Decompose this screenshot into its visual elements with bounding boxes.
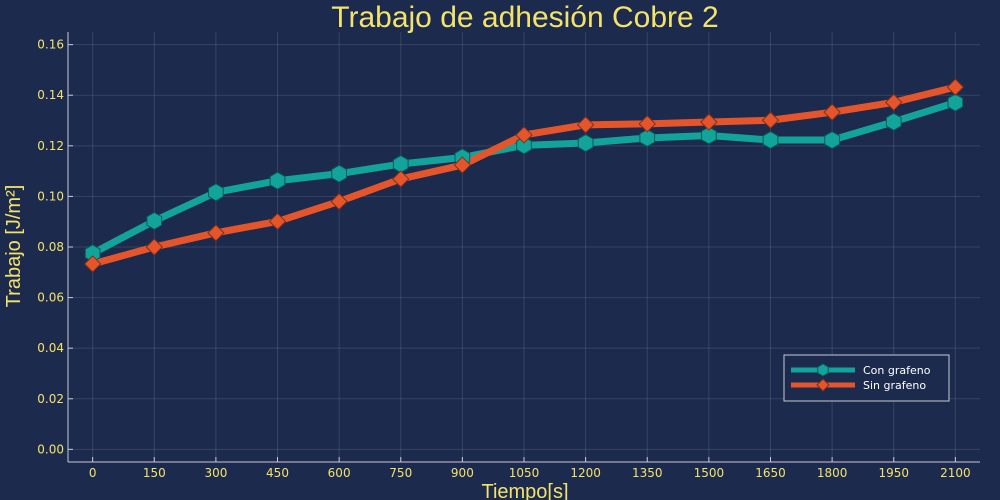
y-axis-ticks: 0.00 0.02 0.04 0.06 0.08 0.10 0.12 0.14 0.16 bbox=[37, 38, 73, 456]
data-point-con-grafeno bbox=[146, 211, 163, 231]
data-point-sin-grafeno bbox=[823, 103, 841, 121]
data-point-sin-grafeno bbox=[761, 111, 780, 129]
y-tick-label: 0.12 bbox=[37, 139, 64, 153]
data-point-con-grafeno bbox=[392, 154, 409, 174]
y-tick-label: 0.10 bbox=[37, 189, 64, 203]
legend: Con grafeno Sin grafeno bbox=[783, 354, 950, 402]
data-point-sin-grafeno bbox=[392, 170, 410, 188]
x-tick-label: 1200 bbox=[570, 466, 601, 480]
data-point-con-grafeno bbox=[577, 133, 594, 153]
data-point-sin-grafeno bbox=[207, 224, 225, 242]
data-point-con-grafeno bbox=[516, 136, 532, 155]
legend-marker-sin-grafeno bbox=[816, 378, 830, 392]
y-tick-label: 0.00 bbox=[37, 442, 64, 456]
data-point-con-grafeno bbox=[639, 128, 656, 148]
y-tick-label: 0.04 bbox=[37, 341, 64, 355]
data-point-sin-grafeno bbox=[83, 255, 102, 273]
legend-box bbox=[783, 354, 950, 402]
y-tick-label: 0.14 bbox=[37, 88, 64, 102]
x-tick-label: 0 bbox=[89, 466, 97, 480]
data-point-con-grafeno bbox=[269, 171, 286, 190]
data-point-sin-grafeno bbox=[268, 212, 287, 231]
data-point-con-grafeno bbox=[885, 112, 902, 131]
y-tick-label: 0.06 bbox=[37, 291, 64, 305]
chart-title: Trabajo de adhesión Cobre 2 bbox=[331, 1, 718, 34]
x-tick-label: 450 bbox=[266, 466, 289, 480]
x-axis-ticks: 0 150 300 450 600 750 900 1050 1200 1350 1500 1650 1… bbox=[89, 457, 971, 480]
x-tick-label: 150 bbox=[143, 466, 166, 480]
x-tick-label: 600 bbox=[328, 466, 351, 480]
data-point-con-grafeno bbox=[331, 164, 347, 183]
y-axis-label: Trabajo [J/m²] bbox=[3, 185, 25, 308]
x-tick-label: 300 bbox=[204, 466, 227, 480]
y-tick-label: 0.08 bbox=[37, 240, 64, 254]
data-point-sin-grafeno bbox=[946, 78, 965, 96]
data-point-con-grafeno bbox=[947, 93, 964, 112]
data-point-con-grafeno bbox=[824, 130, 840, 150]
data-point-con-grafeno bbox=[762, 130, 779, 150]
data-point-sin-grafeno bbox=[638, 115, 656, 133]
y-tick-label: 0.16 bbox=[37, 38, 64, 52]
legend-label-con-grafeno: Con grafeno bbox=[863, 364, 931, 377]
y-tick-label: 0.02 bbox=[37, 392, 64, 406]
x-tick-label: 1650 bbox=[755, 466, 786, 480]
data-point-sin-grafeno bbox=[700, 113, 718, 131]
data-point-sin-grafeno bbox=[515, 126, 533, 144]
legend-label-sin-grafeno: Sin grafeno bbox=[863, 379, 926, 392]
data-point-sin-grafeno bbox=[330, 192, 348, 211]
data-point-sin-grafeno bbox=[576, 116, 595, 134]
legend-marker-con-grafeno bbox=[817, 363, 829, 377]
data-point-sin-grafeno bbox=[145, 238, 163, 256]
data-point-con-grafeno bbox=[208, 183, 224, 202]
x-tick-label: 900 bbox=[451, 466, 474, 480]
x-tick-label: 1050 bbox=[509, 466, 540, 480]
series-group bbox=[83, 78, 965, 273]
x-tick-label: 1950 bbox=[878, 466, 909, 480]
x-tick-label: 1800 bbox=[817, 466, 848, 480]
x-tick-label: 1500 bbox=[694, 466, 725, 480]
x-tick-label: 2100 bbox=[940, 466, 971, 480]
data-point-con-grafeno bbox=[701, 126, 717, 145]
x-tick-label: 750 bbox=[389, 466, 412, 480]
data-point-sin-grafeno bbox=[885, 93, 903, 112]
x-axis-label: Tiempo[s] bbox=[481, 481, 568, 500]
x-tick-label: 1350 bbox=[632, 466, 663, 480]
data-point-sin-grafeno bbox=[453, 156, 472, 174]
